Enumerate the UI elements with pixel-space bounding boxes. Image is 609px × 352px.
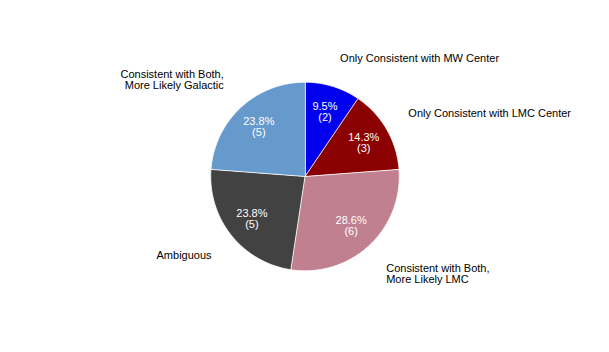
svg-text:Only Consistent with MW Center: Only Consistent with MW Center <box>340 52 499 64</box>
svg-text:14.3%(3): 14.3%(3) <box>348 131 379 154</box>
svg-text:23.8%(5): 23.8%(5) <box>243 115 274 138</box>
svg-text:Ambiguous: Ambiguous <box>157 249 213 261</box>
svg-text:Consistent with Both,More Like: Consistent with Both,More Likely Galacti… <box>120 68 224 91</box>
svg-text:23.8%(5): 23.8%(5) <box>236 207 267 230</box>
svg-text:9.5%(2): 9.5%(2) <box>312 100 337 123</box>
svg-text:Consistent with Both,More Like: Consistent with Both,More Likely LMC <box>386 262 489 285</box>
svg-text:Only Consistent with LMC Cente: Only Consistent with LMC Center <box>408 107 571 119</box>
svg-text:28.6%(6): 28.6%(6) <box>336 214 367 237</box>
